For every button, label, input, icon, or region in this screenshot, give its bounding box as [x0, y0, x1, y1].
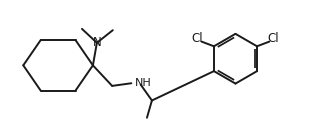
Text: NH: NH	[135, 78, 152, 88]
Text: N: N	[92, 36, 101, 49]
Text: Cl: Cl	[267, 32, 279, 45]
Text: Cl: Cl	[192, 32, 203, 45]
